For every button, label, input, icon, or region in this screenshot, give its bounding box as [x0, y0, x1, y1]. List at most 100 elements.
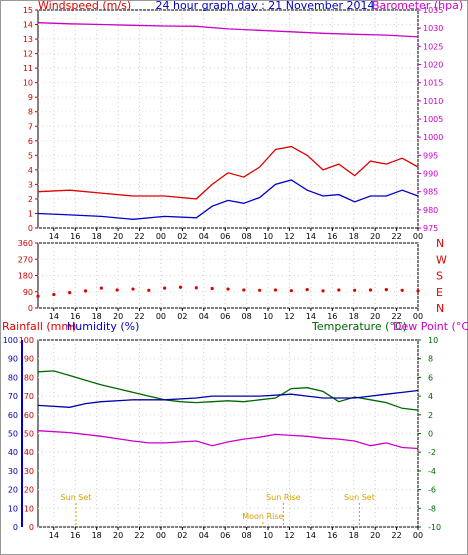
direction-panel-x-tick-label: 02 [177, 312, 187, 321]
wind-panel-x-tick-label: 10 [263, 232, 273, 241]
humidity-tick-label: 50 [24, 430, 34, 439]
rainfall-axis-title: Rainfall (mm) [2, 320, 76, 333]
dewpoint-line [37, 430, 419, 450]
direction-panel-x-tick-label: 18 [92, 312, 102, 321]
windspeed-tick-label: 11 [23, 64, 33, 73]
wind-panel-x-ticks: 14 16 18 20 22 00 02 04 06 08 10 12 14 16 18 20 22 00 [49, 228, 423, 241]
humidity-tick-label: 80 [24, 373, 34, 382]
direction-point [147, 288, 151, 292]
windspeed-tick-label: 2 [28, 195, 33, 204]
wind-panel-x-tick-label: 16 [70, 232, 80, 241]
temperature-tick-label: -10 [428, 523, 441, 532]
humidity-tick-label: 90 [24, 355, 34, 364]
temperature-line [37, 370, 419, 411]
direction-point [305, 287, 309, 292]
windspeed-tick-label: 1 [28, 209, 33, 218]
rainfall-tick-label: 50 [8, 430, 18, 439]
humidity-tick-label: 60 [24, 411, 34, 420]
wind-panel-x-tick-label: 00 [156, 232, 166, 241]
barometer-line [37, 22, 419, 38]
rainfall-tick-label: 30 [8, 467, 18, 476]
rain-panel-x-tick-label: 10 [263, 531, 273, 540]
direction-point [258, 288, 262, 292]
rainfall-tick-label: 60 [8, 411, 18, 420]
rainfall-tick-label: 40 [8, 448, 18, 457]
wind-panel-x-tick-label: 22 [134, 232, 144, 241]
direction-point [210, 286, 214, 291]
temperature-tick-label: -6 [428, 486, 436, 495]
windspeed-tick-label: 4 [28, 166, 33, 175]
direction-panel-x-tick-label: 08 [242, 312, 252, 321]
rain-panel-x-tick-label: 20 [370, 531, 380, 540]
direction-panel-x-tick-label: 00 [413, 312, 423, 321]
direction-panel-x-tick-label: 22 [391, 312, 401, 321]
wind-panel-x-tick-label: 02 [177, 232, 187, 241]
direction-panel-x-tick-label: 00 [156, 312, 166, 321]
windspeed-tick-label: 9 [28, 93, 33, 102]
rainfall-tick-label: 80 [8, 373, 18, 382]
barometer-tick-label: 1030 [423, 24, 443, 33]
wind-panel-x-tick-label: 20 [370, 232, 380, 241]
direction-point [368, 288, 373, 292]
compass-label: N [436, 237, 444, 250]
barometer-axis-title: Barometer (hpa) [372, 0, 463, 12]
direction-point [52, 292, 56, 297]
rain-panel-x-tick-label: 02 [177, 531, 187, 540]
temperature-tick-label: 8 [428, 355, 433, 364]
windspeed-tick-label: 13 [23, 35, 33, 44]
direction-point [131, 287, 135, 291]
direction-panel-x-ticks: 14 16 18 20 22 00 02 04 06 08 10 12 14 16 18 20 22 00 [49, 308, 423, 321]
rain-panel-x-tick-label: 20 [113, 531, 123, 540]
direction-point [384, 287, 388, 292]
windspeed-tick-label: 10 [23, 79, 33, 88]
annotation-label: Sun Rise [266, 493, 301, 502]
direction-point [416, 289, 420, 293]
temperature-axis-title: Temperature (°C) [311, 320, 407, 333]
windspeed-tick-label: 7 [28, 122, 33, 131]
wind-panel-x-tick-label: 18 [349, 232, 359, 241]
rain-panel-x-tick-label: 06 [220, 531, 230, 540]
wind-panel-x-tick-label: 06 [220, 232, 230, 241]
rainfall-tick-label: 0 [13, 523, 18, 532]
humidity-tick-label: 20 [24, 486, 34, 495]
direction-point [178, 285, 183, 289]
direction-panel-x-tick-label: 20 [113, 312, 123, 321]
barometer-tick-label: 975 [423, 224, 438, 233]
direction-point [194, 286, 198, 290]
humidity-tick-label: 100 [19, 336, 34, 345]
direction-tick-label: 360 [18, 239, 33, 248]
direction-tick-label: 0 [28, 304, 33, 313]
barometer-tick-label: 990 [423, 170, 438, 179]
temperature-tick-label: -2 [428, 448, 436, 457]
wind-panel-x-tick-label: 22 [391, 232, 401, 241]
barometer-tick-label: 1035 [423, 6, 443, 15]
temperature-tick-label: 4 [428, 392, 433, 401]
barometer-tick-label: 1015 [423, 79, 443, 88]
rain-panel-x-tick-label: 00 [413, 531, 423, 540]
direction-point [83, 289, 88, 293]
wind-panel-x-tick-label: 14 [306, 232, 316, 241]
rain-panel-x-tick-label: 14 [49, 531, 59, 540]
direction-tick-label: 90 [23, 288, 33, 297]
annotation-label: Moon Rise [242, 512, 283, 521]
rain-panel-x-tick-label: 16 [327, 531, 337, 540]
dewpoint-axis-title: Dew Point (°C) [393, 320, 468, 333]
windspeed-axis-title: Windspeed (m/s) [38, 0, 131, 12]
wind-panel-x-tick-label: 16 [327, 232, 337, 241]
temperature-tick-label: -4 [428, 467, 436, 476]
barometer-tick-label: 1020 [423, 61, 443, 70]
rain-panel-x-tick-label: 18 [92, 531, 102, 540]
temperature-tick-label: -8 [428, 504, 436, 513]
windspeed-tick-label: 0 [28, 224, 33, 233]
temperature-tick-label: 0 [428, 430, 433, 439]
direction-panel-x-tick-label: 14 [306, 312, 316, 321]
rain-panel-x-tick-label: 22 [391, 531, 401, 540]
barometer-tick-label: 1025 [423, 42, 443, 51]
barometer-tick-label: 1000 [423, 133, 443, 142]
wind-panel-x-tick-label: 20 [113, 232, 123, 241]
temperature-tick-label: 2 [428, 411, 433, 420]
wind-panel-x-tick-label: 04 [199, 232, 209, 241]
humidity-axis-title: Humidity (%) [67, 320, 139, 333]
rainfall-tick-label: 100 [3, 336, 18, 345]
